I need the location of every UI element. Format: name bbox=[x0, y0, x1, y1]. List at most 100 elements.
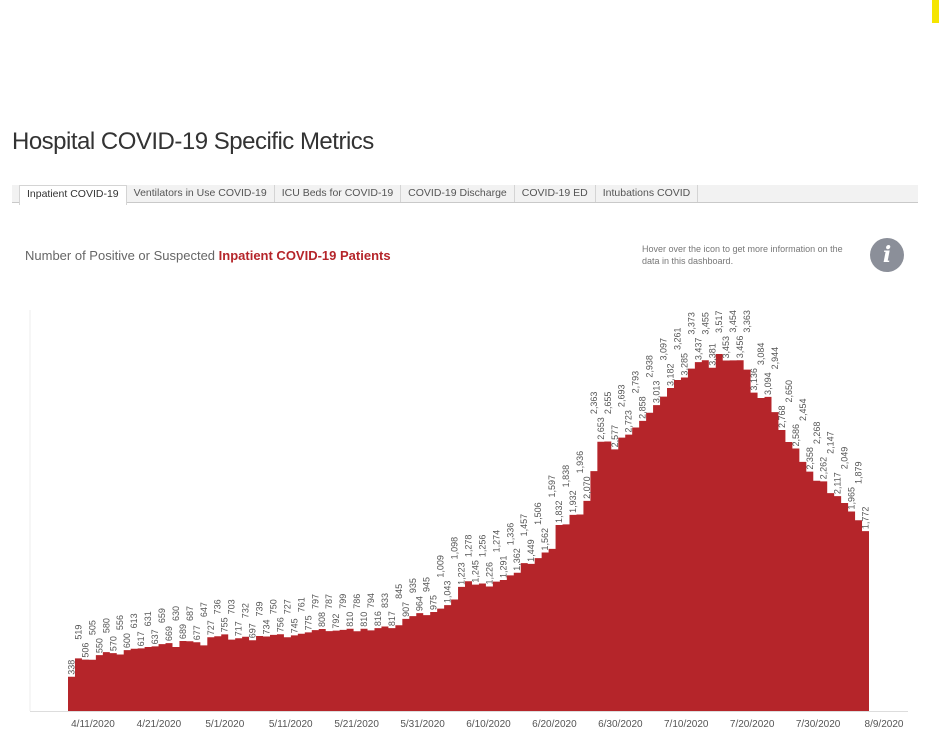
data-label: 2,653 bbox=[596, 417, 606, 440]
data-label: 3,373 bbox=[686, 312, 696, 335]
data-label: 1,043 bbox=[443, 581, 453, 604]
data-label: 945 bbox=[422, 577, 432, 592]
data-label: 787 bbox=[324, 594, 334, 609]
data-label: 669 bbox=[164, 626, 174, 641]
data-label: 519 bbox=[73, 625, 83, 640]
x-tick-label: 5/21/2020 bbox=[334, 719, 379, 730]
tab-icu-beds[interactable]: ICU Beds for COVID-19 bbox=[275, 185, 402, 202]
subtitle-highlight: Inpatient COVID-19 Patients bbox=[218, 248, 391, 263]
data-label: 810 bbox=[345, 612, 355, 627]
data-label: 739 bbox=[255, 601, 265, 616]
data-label: 505 bbox=[87, 620, 97, 635]
data-label: 1,274 bbox=[491, 530, 501, 553]
data-label: 338 bbox=[66, 660, 76, 675]
data-label: 1,009 bbox=[436, 555, 446, 578]
data-label: 2,268 bbox=[812, 422, 822, 445]
x-tick-label: 7/20/2020 bbox=[730, 719, 775, 730]
data-label: 1,449 bbox=[526, 539, 536, 562]
data-label: 907 bbox=[401, 602, 411, 617]
data-label: 2,938 bbox=[645, 355, 655, 378]
data-label: 727 bbox=[206, 620, 216, 635]
data-label: 1,362 bbox=[512, 548, 522, 571]
area-series bbox=[68, 354, 869, 711]
data-label: 3,381 bbox=[707, 343, 717, 366]
data-label: 613 bbox=[129, 613, 139, 628]
chart-subtitle: Number of Positive or Suspected Inpatien… bbox=[25, 248, 391, 263]
data-label: 1,226 bbox=[484, 562, 494, 585]
data-label: 600 bbox=[122, 633, 132, 648]
data-label: 775 bbox=[303, 615, 313, 630]
data-label: 2,586 bbox=[791, 424, 801, 447]
data-label: 637 bbox=[150, 629, 160, 644]
data-label: 756 bbox=[275, 617, 285, 632]
data-label: 2,358 bbox=[805, 447, 815, 470]
data-label: 755 bbox=[220, 617, 230, 632]
data-label: 556 bbox=[115, 615, 125, 630]
data-label: 2,454 bbox=[798, 398, 808, 421]
data-label: 736 bbox=[213, 599, 223, 614]
tab-ed[interactable]: COVID-19 ED bbox=[515, 185, 596, 202]
x-tick-label: 6/20/2020 bbox=[532, 719, 577, 730]
data-label: 3,136 bbox=[749, 368, 759, 391]
x-tick-label: 6/30/2020 bbox=[598, 719, 643, 730]
data-label: 3,517 bbox=[714, 310, 724, 333]
data-label: 580 bbox=[101, 618, 111, 633]
data-label: 1,772 bbox=[861, 507, 871, 530]
data-label: 506 bbox=[80, 643, 90, 658]
data-label: 1,098 bbox=[450, 537, 460, 560]
data-label: 727 bbox=[282, 599, 292, 614]
data-label: 677 bbox=[192, 625, 202, 640]
data-label: 2,070 bbox=[582, 476, 592, 499]
yellow-corner-mark bbox=[932, 0, 939, 23]
data-label: 2,262 bbox=[819, 457, 829, 480]
data-label: 750 bbox=[268, 599, 278, 614]
data-label: 2,650 bbox=[784, 380, 794, 403]
data-label: 717 bbox=[234, 621, 244, 636]
data-label: 3,261 bbox=[672, 327, 682, 350]
data-label: 3,084 bbox=[756, 343, 766, 366]
data-label: 697 bbox=[248, 623, 258, 638]
data-label: 845 bbox=[394, 584, 404, 599]
data-label: 3,437 bbox=[693, 338, 703, 361]
data-label: 2,768 bbox=[777, 405, 787, 428]
subtitle-prefix: Number of Positive or Suspected bbox=[25, 248, 219, 263]
tab-intubations[interactable]: Intubations COVID bbox=[596, 185, 699, 202]
data-label: 2,655 bbox=[603, 392, 613, 415]
data-label: 3,455 bbox=[700, 312, 710, 335]
data-label: 761 bbox=[296, 597, 306, 612]
data-label: 2,147 bbox=[826, 431, 836, 454]
x-tick-label: 6/10/2020 bbox=[466, 719, 511, 730]
tab-discharge[interactable]: COVID-19 Discharge bbox=[401, 185, 515, 202]
data-label: 1,597 bbox=[547, 475, 557, 498]
data-label: 816 bbox=[373, 611, 383, 626]
data-label: 745 bbox=[289, 618, 299, 633]
tab-ventilators[interactable]: Ventilators in Use COVID-19 bbox=[127, 185, 275, 202]
data-label: 3,182 bbox=[665, 363, 675, 386]
data-label: 687 bbox=[185, 606, 195, 621]
data-label: 975 bbox=[429, 595, 439, 610]
data-label: 1,278 bbox=[464, 535, 474, 558]
x-tick-label: 4/11/2020 bbox=[71, 719, 115, 730]
data-label: 2,723 bbox=[624, 410, 634, 433]
data-label: 732 bbox=[241, 603, 251, 618]
info-icon[interactable]: i bbox=[870, 238, 904, 272]
data-label: 631 bbox=[143, 611, 153, 626]
tab-inpatient[interactable]: Inpatient COVID-19 bbox=[19, 185, 127, 205]
data-label: 3,456 bbox=[735, 336, 745, 359]
data-label: 647 bbox=[199, 602, 209, 617]
data-label: 689 bbox=[178, 624, 188, 639]
data-label: 2,693 bbox=[617, 385, 627, 408]
data-label: 2,577 bbox=[610, 425, 620, 448]
data-label: 794 bbox=[366, 593, 376, 608]
data-label: 1,932 bbox=[568, 490, 578, 513]
tab-bar: Inpatient COVID-19 Ventilators in Use CO… bbox=[12, 185, 918, 205]
data-label: 1,838 bbox=[561, 465, 571, 488]
data-label: 1,562 bbox=[540, 528, 550, 551]
data-label: 2,858 bbox=[638, 396, 648, 419]
data-label: 810 bbox=[359, 612, 369, 627]
data-label: 964 bbox=[415, 596, 425, 611]
data-label: 1,291 bbox=[498, 555, 508, 578]
data-label: 1,936 bbox=[575, 451, 585, 474]
data-label: 3,453 bbox=[721, 336, 731, 359]
